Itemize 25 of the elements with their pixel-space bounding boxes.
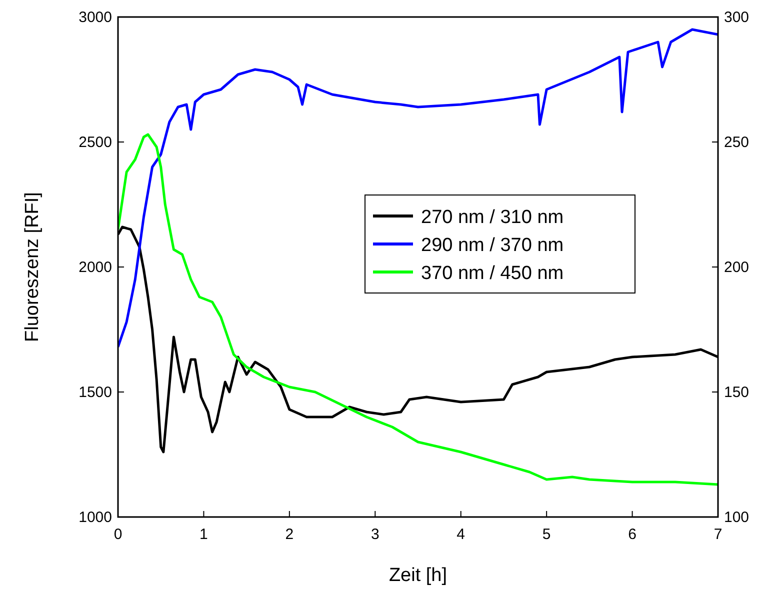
y2-tick-label: 250 [724, 134, 750, 151]
line-series [118, 28, 718, 348]
y-tick-label: 1000 [78, 509, 112, 526]
y-tick-label: 3000 [78, 9, 112, 26]
line-series [118, 133, 718, 486]
x-tick-label: 2 [285, 526, 294, 543]
y-tick-label: 2500 [78, 134, 112, 151]
legend-label: 370 nm / 450 nm [421, 263, 564, 284]
x-tick-label: 1 [200, 526, 208, 543]
legend-label: 270 nm / 310 nm [421, 207, 564, 228]
legend-label: 290 nm / 370 nm [421, 235, 564, 256]
x-tick-label: 5 [542, 526, 551, 543]
x-tick-label: 4 [456, 526, 466, 543]
x-tick-label: 0 [114, 526, 122, 543]
y-tick-label: 2000 [78, 259, 112, 276]
y2-tick-label: 300 [724, 9, 750, 26]
y2-tick-label: 150 [724, 384, 750, 401]
y2-tick-label: 100 [724, 509, 750, 526]
y2-tick-label: 200 [724, 259, 750, 276]
x-tick-label: 7 [714, 526, 722, 543]
x-tick-label: 6 [628, 526, 636, 543]
y-tick-label: 1500 [78, 384, 112, 401]
x-axis-title: Zeit [h] [388, 565, 448, 586]
x-tick-label: 3 [370, 526, 380, 543]
y-axis-title: Fluoreszenz [RFI] [22, 192, 43, 342]
